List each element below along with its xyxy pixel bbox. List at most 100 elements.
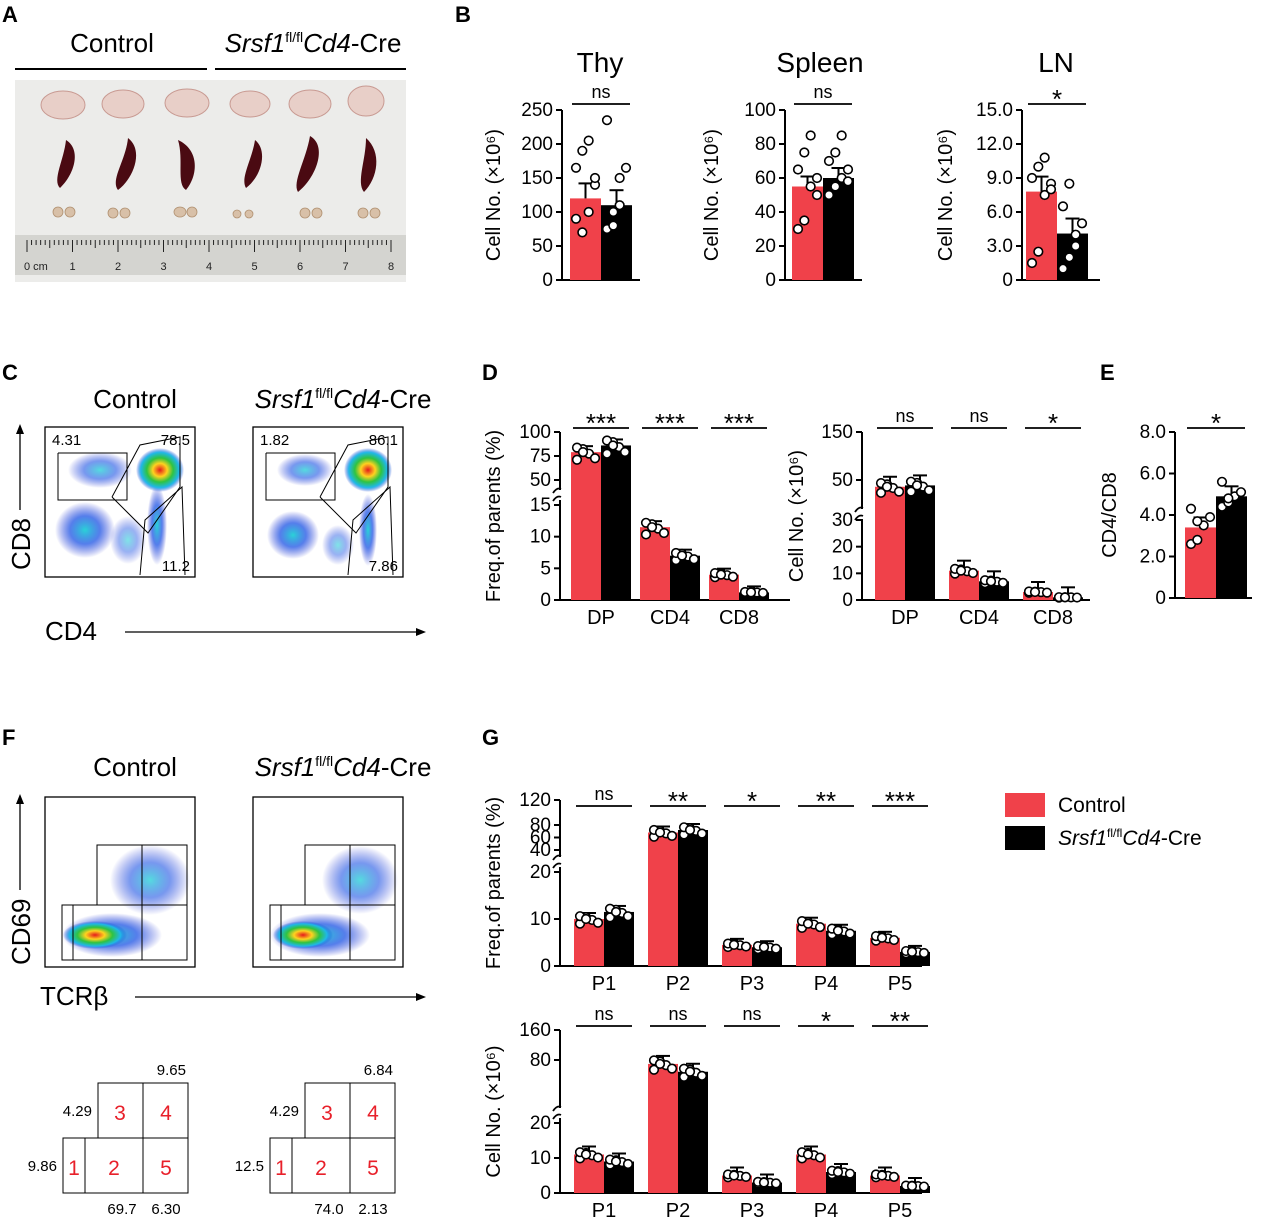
bar-control xyxy=(571,452,601,600)
thymus xyxy=(164,88,210,118)
data-point xyxy=(666,830,678,842)
data-point xyxy=(893,486,905,497)
x-tick-label: P3 xyxy=(740,1200,764,1220)
legend-swatch-ko xyxy=(1005,826,1045,850)
panel-a-photo: Control Srsf1fl/flCd4-Cre xyxy=(15,28,406,282)
legend: Control Srsf1fl/flCd4-Cre xyxy=(1005,793,1202,850)
data-point xyxy=(832,925,844,936)
data-point xyxy=(610,906,622,918)
data-point xyxy=(805,181,816,192)
flow-plot-f-ko xyxy=(252,796,404,968)
gate-num-3: 3 xyxy=(114,1102,126,1125)
y-tick-label: 3.0 xyxy=(987,236,1013,257)
flow-plot-c-ko: 1.82 86.1 7.86 xyxy=(252,426,404,578)
x-tick-label: CD4 xyxy=(959,607,999,629)
data-point xyxy=(728,1170,740,1181)
data-point xyxy=(1185,503,1197,514)
data-point xyxy=(715,569,727,580)
data-point xyxy=(832,1166,844,1178)
significance-label: * xyxy=(1052,84,1062,114)
gate-num-5: 5 xyxy=(367,1157,379,1180)
significance-label: *** xyxy=(655,408,685,438)
data-point xyxy=(888,934,900,946)
x-tick-label: P5 xyxy=(888,1200,912,1220)
data-point xyxy=(619,446,631,458)
spleen xyxy=(115,138,137,190)
data-point xyxy=(911,480,923,491)
lymph-node-row xyxy=(52,206,381,219)
y-tick-label: 0 xyxy=(540,590,551,611)
data-point xyxy=(688,554,700,565)
significance-label: ns xyxy=(742,1004,761,1024)
y-tick-label: 100 xyxy=(744,100,776,121)
gate-schematic-ko: 3 4 1 2 5 6.84 4.29 12.5 74.0 2.13 xyxy=(235,1062,396,1218)
data-point xyxy=(608,206,619,218)
chart-b-thy: 0 50 100 150 200 250 Cell No. (×10⁶) Thy ns xyxy=(483,47,640,291)
significance-label: ** xyxy=(668,786,688,816)
y-tick-label: 10 xyxy=(832,563,853,584)
data-point xyxy=(580,1149,592,1160)
data-point xyxy=(1223,493,1234,504)
y-tick-label: 50 xyxy=(532,236,553,257)
axis-break-mark xyxy=(552,1105,562,1120)
data-point xyxy=(571,454,583,465)
y-tick-label: 30 xyxy=(832,510,853,531)
y-axis-label: Freq.of parents (%) xyxy=(483,797,505,969)
x-tick-label: P4 xyxy=(814,1200,838,1220)
significance-label: ns xyxy=(591,82,610,102)
y-tick-label: 15 xyxy=(530,495,551,516)
data-point xyxy=(577,447,589,458)
data-point xyxy=(1039,189,1050,201)
data-point xyxy=(836,130,847,141)
gate-c-ko-bottom-right: 7.86 xyxy=(369,558,398,575)
bar-ko xyxy=(601,205,632,280)
data-point xyxy=(608,220,619,231)
y-tick-label: 20 xyxy=(530,1113,551,1134)
data-point xyxy=(1039,152,1050,163)
significance-label: ** xyxy=(890,1006,910,1036)
data-point xyxy=(580,913,592,925)
chart-b-spleen: 0 20 40 60 80 100 Cell No. (×10⁶) Spleen ns xyxy=(701,47,864,291)
significance-label: ns xyxy=(969,406,988,426)
bar-ko xyxy=(905,485,935,600)
flow-f-xlabel: TCRβ xyxy=(40,981,108,1011)
data-point xyxy=(985,576,997,587)
y-tick-label: 0 xyxy=(842,590,853,611)
data-point xyxy=(905,486,917,497)
panel-label-b: B xyxy=(455,2,471,27)
data-point xyxy=(1192,516,1203,527)
data-point xyxy=(792,164,804,175)
data-point xyxy=(696,828,708,839)
gate-c-ko-top-right: 86.1 xyxy=(369,432,398,449)
flow-f-control-title: Control xyxy=(93,752,177,782)
y-tick-label: 40 xyxy=(755,202,776,223)
x-tick-label: P3 xyxy=(740,973,764,995)
bar-ko xyxy=(601,445,631,600)
significance-label: ** xyxy=(816,786,836,816)
panel-label-e: E xyxy=(1100,360,1115,385)
data-point xyxy=(1204,511,1216,523)
y-tick-label: 0 xyxy=(542,270,553,291)
data-point xyxy=(607,440,619,451)
y-tick-label: 120 xyxy=(519,790,551,811)
y-tick-label: 75 xyxy=(530,446,551,467)
data-point xyxy=(757,587,769,599)
y-tick-label: 60 xyxy=(530,828,551,849)
x-tick-label: P5 xyxy=(888,973,912,995)
gate-value-5: 6.30 xyxy=(151,1201,180,1218)
gate-value-5: 2.13 xyxy=(358,1201,387,1218)
ruler-unit: 0 cm xyxy=(24,261,48,273)
gate-num-1: 1 xyxy=(68,1157,80,1180)
data-point xyxy=(614,172,625,184)
spleen-row xyxy=(57,136,377,192)
x-tick-label: P2 xyxy=(666,973,690,995)
data-point xyxy=(923,485,935,496)
bar-control xyxy=(875,486,905,600)
data-point xyxy=(758,1177,770,1188)
significance-label: * xyxy=(821,1006,831,1036)
ruler-label: 2 xyxy=(115,261,121,273)
data-point xyxy=(830,181,841,192)
data-point xyxy=(842,176,854,187)
y-tick-label: 0 xyxy=(540,956,551,977)
